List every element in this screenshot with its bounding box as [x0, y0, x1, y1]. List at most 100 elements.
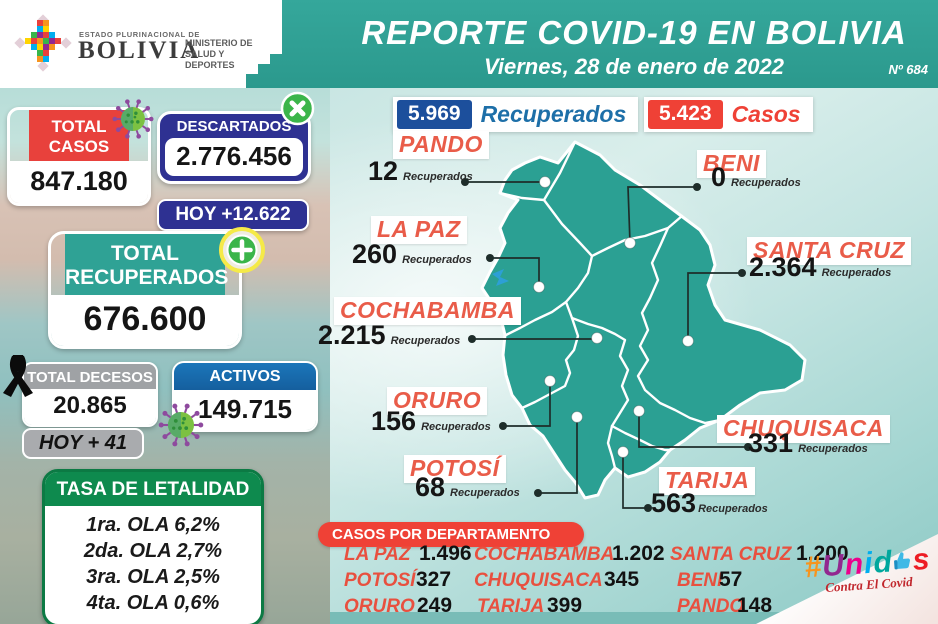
case-value-tarija: 399	[547, 594, 583, 617]
report-date: Viernes, 28 de enero de 2022	[483, 54, 785, 79]
pando-recuperados-unit: Recuperados	[403, 171, 473, 183]
department-markers	[533, 176, 694, 458]
case-value-la-paz: 1.496	[419, 542, 472, 565]
case-name-cochabamba: COCHABAMBA	[474, 544, 615, 565]
map-label-cochabamba: COCHABAMBA	[334, 297, 521, 325]
report-title: REPORTE COVID-19 EN BOLIVIA	[361, 14, 907, 51]
beni-recuperados-unit: Recuperados	[731, 177, 801, 189]
map-value-beni: 0 Recuperados	[711, 162, 801, 193]
case-value-beni: 57	[719, 568, 743, 591]
total-decesos-value: 20.865	[24, 389, 156, 425]
map-value-pando: 12 Recuperados	[368, 156, 473, 187]
case-value-santa-cruz: 1.200	[796, 542, 849, 565]
total-casos-value: 847.180	[10, 161, 148, 203]
plus-circle-icon	[219, 227, 265, 273]
oruro-recuperados-unit: Recuperados	[421, 421, 491, 433]
unidos-wordmark: #Unid s	[797, 542, 938, 585]
tasa-row-4: 4ta. OLA 0,6%	[86, 592, 220, 614]
map-label-potosi: POTOSÍ	[404, 455, 506, 483]
government-logo-block: ESTADO PLURINACIONAL DE BOLIVIA MINISTER…	[0, 0, 282, 88]
case-name-pando: PANDO	[677, 596, 745, 617]
case-value-potosi: 327	[416, 568, 452, 591]
case-name-chuquisaca: CHUQUISACA	[474, 570, 603, 591]
case-value-pando: 148	[737, 594, 773, 617]
daily-casos-label: Casos	[731, 101, 801, 127]
map-value-cochabamba: 2.215 Recuperados	[318, 320, 460, 351]
case-value-cochabamba: 1.202	[612, 542, 665, 565]
daily-recuperados-value: 5.969	[397, 100, 472, 129]
daily-recuperados-label: Recuperados	[480, 101, 627, 127]
ministry-label: MINISTERIO DE SALUD Y DEPORTES	[185, 38, 253, 70]
pando-recuperados-value: 12	[368, 156, 399, 186]
bolivia-map	[461, 140, 807, 512]
tasa-letalidad-rows: 1ra. OLA 6,2% 2da. OLA 2,7% 3ra. OLA 2,5…	[45, 506, 261, 624]
map-value-santa-cruz: 2.364 Recuperados	[749, 252, 891, 283]
map-value-potosi: 68 Recuperados	[415, 472, 520, 503]
map-value-tarija: 563 Recuperados	[651, 488, 768, 519]
report-number: Nº 684	[888, 62, 928, 77]
cochabamba-recuperados-unit: Recuperados	[390, 335, 461, 347]
map-label-chuquisaca: CHUQUISACA	[717, 415, 890, 443]
descartados-value: 2.776.456	[165, 138, 303, 176]
unidos-contra-el-covid-logo: #Unid s Contra El Covid	[797, 542, 938, 598]
la-paz-recuperados-value: 260	[352, 239, 398, 269]
daily-casos-value: 5.423	[648, 100, 723, 129]
map-label-beni: BENI	[697, 150, 766, 178]
tasa-row-2: 2da. OLA 2,7%	[83, 540, 223, 562]
estado-plurinacional-label: ESTADO PLURINACIONAL DE	[79, 30, 201, 39]
beni-recuperados-value: 0	[711, 162, 727, 192]
x-circle-icon	[280, 91, 315, 126]
map-label-tarija: TARIJA	[659, 467, 756, 495]
total-recuperados-label: TOTAL RECUPERADOS	[65, 234, 228, 295]
cochabamba-recuperados-value: 2.215	[318, 320, 386, 350]
map-label-la-paz: LA PAZ	[371, 216, 467, 244]
virus-icon	[112, 99, 154, 139]
hashtag-glyph: #	[803, 550, 824, 585]
oruro-recuperados-value: 156	[371, 406, 417, 436]
case-name-beni: BENI	[677, 570, 723, 591]
map-value-oruro: 156 Recuperados	[371, 406, 491, 437]
case-name-oruro: ORURO	[344, 596, 415, 617]
bolivia-wordmark: BOLIVIA	[78, 37, 201, 64]
map-label-santa-cruz: SANTA CRUZ	[747, 237, 911, 265]
chuquisaca-recuperados-unit: Recuperados	[798, 443, 868, 455]
case-name-la-paz: LA PAZ	[344, 544, 411, 565]
bolivia-coat-of-arms-icon	[14, 14, 72, 72]
map-label-oruro: ORURO	[387, 387, 488, 415]
total-recuperados-box: TOTAL RECUPERADOS 676.600	[48, 231, 242, 349]
map-value-la-paz: 260 Recuperados	[352, 239, 472, 270]
tasa-row-3: 3ra. OLA 2,5%	[86, 566, 220, 588]
case-name-potosi: POTOSÍ	[344, 570, 416, 591]
map-value-chuquisaca: 331 Recuperados	[748, 428, 868, 459]
total-decesos-today: HOY + 41	[22, 428, 144, 459]
total-casos-box: TOTAL CASOS 847.180	[7, 107, 151, 206]
total-recuperados-value: 676.600	[51, 295, 239, 346]
leader-dots	[461, 178, 752, 512]
virus-icon	[158, 403, 204, 447]
daily-casos-chip: 5.423 Casos	[644, 97, 813, 132]
potosi-recuperados-unit: Recuperados	[450, 487, 520, 499]
case-name-tarija: TARIJA	[477, 596, 545, 617]
case-value-chuquisaca: 345	[604, 568, 640, 591]
descartados-label: DESCARTADOS	[176, 118, 292, 135]
santa-cruz-recuperados-unit: Recuperados	[821, 267, 892, 279]
unidos-letter-s: s	[911, 542, 932, 577]
cases-by-department-title: CASOS POR DEPARTAMENTO	[318, 522, 584, 547]
potosi-recuperados-value: 68	[415, 472, 446, 502]
case-name-santa-cruz: SANTA CRUZ	[670, 544, 792, 565]
santa-cruz-recuperados-value: 2.364	[749, 252, 817, 282]
mourning-ribbon-icon	[3, 355, 33, 397]
activos-value: 149.715	[174, 390, 316, 430]
activos-box: ACTIVOS 149.715	[172, 361, 318, 432]
leader-lines	[465, 181, 748, 509]
tarija-recuperados-value: 563	[651, 488, 697, 518]
total-decesos-box: TOTAL DECESOS 20.865	[22, 362, 158, 427]
case-value-oruro: 249	[417, 594, 453, 617]
tarija-recuperados-unit: Recuperados	[698, 503, 768, 515]
activos-label: ACTIVOS	[174, 363, 316, 390]
tasa-row-1: 1ra. OLA 6,2%	[86, 514, 220, 536]
la-paz-recuperados-unit: Recuperados	[402, 254, 472, 266]
tasa-letalidad-title: TASA DE LETALIDAD	[45, 472, 261, 506]
descartados-box: DESCARTADOS 2.776.456	[157, 111, 311, 184]
